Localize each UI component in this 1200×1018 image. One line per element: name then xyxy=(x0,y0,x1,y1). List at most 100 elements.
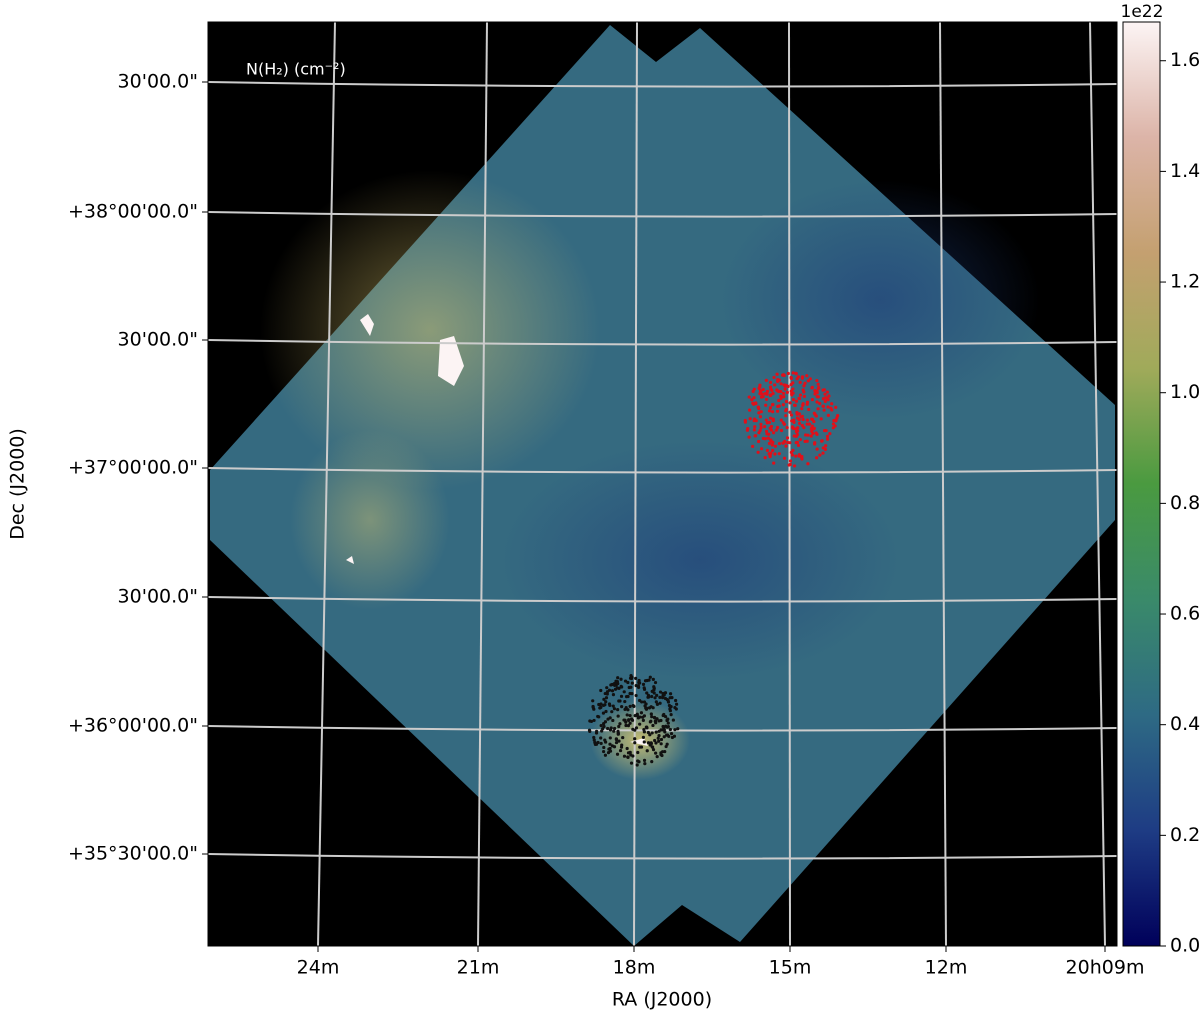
marker-dot xyxy=(781,403,785,407)
marker-dot xyxy=(661,724,665,729)
marker-dot xyxy=(817,386,821,390)
marker-dot xyxy=(620,705,624,709)
marker-dot xyxy=(597,715,601,719)
marker-dot xyxy=(768,385,773,389)
marker-dot xyxy=(616,708,620,712)
marker-dot xyxy=(608,716,612,720)
marker-dot xyxy=(617,739,621,743)
marker-dot xyxy=(594,742,599,746)
marker-dot xyxy=(652,716,657,720)
marker-dot xyxy=(751,401,755,405)
marker-dot xyxy=(662,735,666,739)
marker-dot xyxy=(794,371,798,375)
marker-dot xyxy=(752,428,756,432)
grid-line xyxy=(208,81,1117,88)
marker-dot xyxy=(763,392,767,396)
marker-dot xyxy=(828,431,832,436)
marker-dot xyxy=(638,722,642,726)
marker-dot xyxy=(831,422,836,426)
marker-dot xyxy=(614,740,619,745)
marker-dot xyxy=(670,735,675,740)
marker-dot xyxy=(604,709,608,714)
marker-dot xyxy=(668,704,672,709)
marker-dot xyxy=(777,441,781,446)
plot-frame xyxy=(207,21,1118,947)
marker-dot xyxy=(617,724,621,729)
marker-dot xyxy=(602,697,606,701)
marker-dot xyxy=(750,398,754,402)
colorbar-tick-label: 0.8 xyxy=(1170,492,1200,514)
marker-dot xyxy=(623,707,627,712)
marker-dot xyxy=(830,402,834,406)
y-tick-label: 30'00.0" xyxy=(118,71,198,93)
marker-dot xyxy=(612,745,617,749)
marker-dot xyxy=(620,685,624,689)
marker-dot xyxy=(767,441,772,446)
marker-dot xyxy=(775,409,780,413)
colorbar-tick-label: 0.4 xyxy=(1170,713,1200,735)
marker-dot xyxy=(766,436,770,440)
marker-dot xyxy=(615,752,620,756)
marker-dot xyxy=(798,393,803,397)
marker-dot xyxy=(831,426,835,430)
marker-dot xyxy=(651,748,656,752)
marker-dot xyxy=(612,729,616,733)
marker-dot xyxy=(792,418,796,422)
marker-dot xyxy=(631,703,635,708)
marker-dot xyxy=(772,375,776,380)
marker-dot xyxy=(781,373,786,377)
marker-dot xyxy=(603,738,607,742)
marker-dot xyxy=(616,714,620,718)
marker-dot xyxy=(785,384,789,388)
marker-dot xyxy=(812,426,816,430)
marker-dot xyxy=(772,461,776,465)
marker-dot xyxy=(814,414,818,418)
marker-dot xyxy=(605,692,609,696)
marker-dot xyxy=(620,743,624,747)
marker-dot xyxy=(655,755,659,759)
marker-dot xyxy=(821,388,825,392)
colorbar-offset: 1e22 xyxy=(1121,2,1164,22)
marker-dot xyxy=(836,414,840,418)
marker-dot xyxy=(795,411,799,415)
marker-dot xyxy=(662,693,666,697)
marker-dot xyxy=(623,699,627,704)
marker-dot xyxy=(647,678,651,682)
y-tick-label: +35°30'00.0" xyxy=(68,843,198,865)
marker-dot xyxy=(606,726,610,731)
marker-dot xyxy=(815,447,819,451)
marker-dot xyxy=(764,418,768,422)
marker-dot xyxy=(768,380,773,385)
marker-dot xyxy=(784,414,788,418)
marker-dot xyxy=(816,382,820,386)
marker-dot xyxy=(659,728,663,732)
marker-dot xyxy=(622,718,626,722)
marker-dot xyxy=(764,378,768,382)
marker-dot xyxy=(759,447,764,451)
marker-dot xyxy=(747,408,752,412)
colorbar xyxy=(1122,21,1161,947)
marker-dot xyxy=(668,727,672,732)
marker-dot xyxy=(757,406,761,411)
marker-dot xyxy=(781,441,785,445)
marker-dot xyxy=(788,459,793,463)
marker-dot xyxy=(636,750,640,755)
marker-dot xyxy=(779,382,783,386)
marker-dot xyxy=(639,711,644,715)
marker-dot xyxy=(743,420,747,424)
marker-dot xyxy=(777,452,781,456)
colorbar-tick-label: 1.6 xyxy=(1170,49,1200,71)
marker-dot xyxy=(824,396,828,400)
marker-dot xyxy=(805,422,809,426)
marker-dot xyxy=(647,695,651,699)
marker-dot xyxy=(597,702,601,707)
grid-line xyxy=(208,211,1117,218)
marker-dot xyxy=(790,391,794,396)
marker-dot xyxy=(660,696,665,700)
y-tick-label: 30'00.0" xyxy=(118,586,198,608)
grid-line xyxy=(939,22,947,946)
marker-dot xyxy=(825,434,830,438)
marker-dot xyxy=(773,383,777,387)
marker-dot xyxy=(630,692,634,696)
marker-dot xyxy=(798,437,802,442)
